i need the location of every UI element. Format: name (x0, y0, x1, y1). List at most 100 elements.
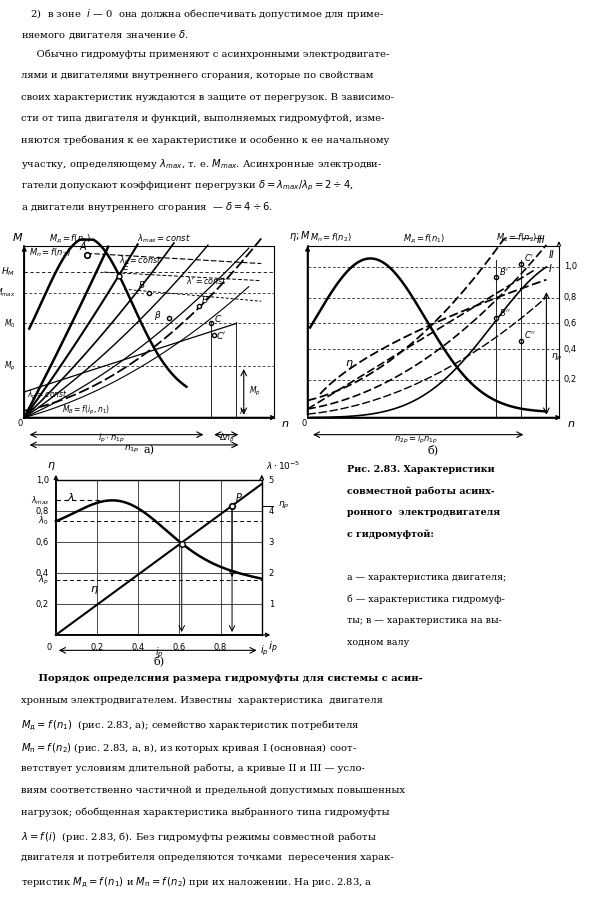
Text: $\lambda_{max}=const$: $\lambda_{max}=const$ (136, 232, 190, 245)
Text: $M$: $M$ (12, 231, 24, 243)
Text: $C'$: $C'$ (524, 252, 534, 263)
Text: $M_д=f(n_1)$: $M_д=f(n_1)$ (49, 232, 91, 244)
Text: $\lambda_p=const$: $\lambda_p=const$ (27, 389, 67, 402)
Text: ветствует условиям длительной работы, а кривые II и III — усло-: ветствует условиям длительной работы, а … (21, 763, 365, 772)
Text: а — характеристика двигателя;: а — характеристика двигателя; (347, 573, 506, 582)
Text: совместной работы асинх-: совместной работы асинх- (347, 487, 494, 496)
Text: участку, определяющему $\lambda_{max}$, т. е. $M_{max}$. Асинхронные электродви-: участку, определяющему $\lambda_{max}$, … (21, 157, 382, 171)
Text: ходном валу: ходном валу (347, 638, 409, 647)
Text: $B$: $B$ (137, 278, 145, 289)
Text: $B''$: $B''$ (499, 307, 510, 318)
Text: 1,0: 1,0 (564, 263, 577, 272)
Text: $n$: $n$ (281, 419, 290, 429)
Text: $M_2=f(n_2)$: $M_2=f(n_2)$ (496, 231, 537, 244)
Text: 0,4: 0,4 (36, 568, 49, 577)
Text: $E$: $E$ (122, 262, 129, 273)
Text: хронным электродвигателем. Известны  характеристика  двигателя: хронным электродвигателем. Известны хара… (21, 696, 382, 705)
Text: $n_{2p}=i_p n_{1p}$: $n_{2p}=i_p n_{1p}$ (394, 433, 438, 446)
Text: $\lambda = f\,(i)$  (рис. 2.83, б). Без гидромуфты режимы совместной работы: $\lambda = f\,(i)$ (рис. 2.83, б). Без г… (21, 831, 376, 845)
Text: $M_п=f(n_2)$: $M_п=f(n_2)$ (30, 246, 71, 259)
Text: $C$: $C$ (214, 313, 222, 324)
Text: гатели допускают коэффициент перегрузки $\delta = \lambda_{max}/\lambda_p = 2 \d: гатели допускают коэффициент перегрузки … (21, 178, 353, 193)
Text: 3: 3 (268, 538, 274, 547)
Text: $\lambda\cdot10^{-5}$: $\lambda\cdot10^{-5}$ (266, 459, 301, 472)
Text: $C'$: $C'$ (217, 329, 227, 341)
Text: $H_M$: $H_M$ (1, 266, 15, 278)
Text: $M_п=f(n_2)$: $M_п=f(n_2)$ (310, 231, 352, 244)
Text: лями и двигателями внутреннего сгорания, которые по свойствам: лями и двигателями внутреннего сгорания,… (21, 71, 373, 81)
Text: 0,6: 0,6 (173, 643, 186, 652)
Text: 0,2: 0,2 (564, 375, 577, 384)
Text: 2)  в зоне  $i$ — 0  она должна обеспечивать допустимое для приме-: 2) в зоне $i$ — 0 она должна обеспечиват… (21, 7, 384, 21)
Text: $\Delta n_p$: $\Delta n_p$ (219, 432, 234, 446)
Text: ты; в — характеристика на вы-: ты; в — характеристика на вы- (347, 617, 502, 625)
Text: б — характеристика гидромуф-: б — характеристика гидромуф- (347, 595, 505, 604)
Text: $i_p$: $i_p$ (260, 643, 268, 658)
Text: $M_{max}$: $M_{max}$ (0, 286, 15, 299)
Text: $\lambda_{max}$: $\lambda_{max}$ (31, 494, 49, 507)
Text: 0,8: 0,8 (214, 643, 227, 652)
Text: 5: 5 (268, 476, 274, 485)
Text: $\lambda'=const$: $\lambda'=const$ (186, 275, 228, 286)
Text: $\lambda_0=const$: $\lambda_0=const$ (119, 254, 162, 267)
Text: $\eta$: $\eta$ (90, 584, 99, 596)
Text: Рис. 2.83. Характеристики: Рис. 2.83. Характеристики (347, 465, 494, 474)
Text: нагрузок; обобщенная характеристика выбранного типа гидромуфты: нагрузок; обобщенная характеристика выбр… (21, 808, 389, 817)
Text: $C''$: $C''$ (524, 329, 536, 340)
Text: II: II (549, 251, 555, 261)
Text: $M_B=f(i_p,n_1)$: $M_B=f(i_p,n_1)$ (62, 404, 110, 417)
Text: 0,4: 0,4 (132, 643, 145, 652)
Text: $\eta$: $\eta$ (345, 359, 354, 371)
Text: а двигатели внутреннего сгорания  — $\delta = 4 \div 6$.: а двигатели внутреннего сгорания — $\del… (21, 200, 273, 214)
Text: $A$: $A$ (78, 240, 87, 252)
Text: $\lambda$: $\lambda$ (67, 491, 76, 503)
Text: виям соответственно частичной и предельной допустимых повышенных: виям соответственно частичной и предельн… (21, 786, 405, 794)
Text: $\lambda_p$: $\lambda_p$ (38, 574, 49, 587)
Text: теристик $M_{\text{д}} = f\,(n_1)$ и $M_{\text{п}} = f\,(n_2)$ при их наложении.: теристик $M_{\text{д}} = f\,(n_1)$ и $M_… (21, 875, 372, 889)
Text: сти от типа двигателя и функций, выполняемых гидромуфтой, изме-: сти от типа двигателя и функций, выполня… (21, 114, 384, 124)
Text: няемого двигателя значение $\delta$.: няемого двигателя значение $\delta$. (21, 28, 188, 41)
Text: $i_p \cdot n_{1p}$: $i_p \cdot n_{1p}$ (98, 432, 125, 446)
Text: 0,2: 0,2 (90, 643, 104, 652)
Text: Обычно гидромуфты применяют с асинхронными электродвигате-: Обычно гидромуфты применяют с асинхронны… (21, 50, 389, 59)
Text: $B'$: $B'$ (201, 294, 212, 305)
Text: 0: 0 (47, 643, 52, 652)
Text: 1: 1 (268, 599, 274, 608)
Text: 1,0: 1,0 (36, 476, 49, 485)
Text: своих характеристик нуждаются в защите от перегрузок. В зависимо-: своих характеристик нуждаются в защите о… (21, 92, 394, 102)
Text: $\beta$: $\beta$ (154, 309, 162, 322)
Text: $M_д=f(n_1)$: $M_д=f(n_1)$ (403, 232, 445, 244)
Text: $M_0$: $M_0$ (4, 318, 15, 329)
Text: $M_p$: $M_p$ (4, 360, 15, 372)
Text: $i_p$: $i_p$ (155, 646, 163, 661)
Text: 0,8: 0,8 (564, 294, 577, 302)
Text: $\eta$: $\eta$ (47, 460, 55, 472)
Text: $n_{1p}$: $n_{1p}$ (124, 444, 139, 455)
Text: $M_{\text{п}} = f\,(n_2)$ (рис. 2.83, а, в), из которых кривая I (основная) соот: $M_{\text{п}} = f\,(n_2)$ (рис. 2.83, а,… (21, 741, 357, 755)
Text: 0: 0 (301, 419, 306, 428)
Text: $i_p$: $i_p$ (268, 640, 278, 656)
Text: б): б) (153, 655, 165, 666)
Text: ронного  электродвигателя: ронного электродвигателя (347, 509, 500, 517)
Text: 4: 4 (268, 507, 274, 516)
Text: 0,6: 0,6 (564, 319, 577, 328)
Text: с гидромуфтой:: с гидромуфтой: (347, 530, 434, 540)
Text: 0,2: 0,2 (36, 599, 49, 608)
Text: няются требования к ее характеристике и особенно к ее начальному: няются требования к ее характеристике и … (21, 135, 389, 145)
Text: I: I (549, 264, 552, 274)
Text: 0,4: 0,4 (564, 345, 577, 353)
Text: 0: 0 (18, 419, 23, 428)
Text: $\eta;M$: $\eta;M$ (289, 229, 311, 243)
Text: III: III (536, 235, 545, 245)
Text: $\lambda_0$: $\lambda_0$ (38, 515, 49, 527)
Text: $P$: $P$ (235, 490, 243, 502)
Text: $M_p$: $M_p$ (249, 385, 261, 398)
Text: б): б) (428, 445, 439, 456)
Text: $\eta_p$: $\eta_p$ (278, 501, 289, 511)
Text: а): а) (143, 446, 155, 456)
Text: $n$: $n$ (239, 407, 246, 416)
Text: Порядок определсния размера гидромуфты для системы с асин-: Порядок определсния размера гидромуфты д… (21, 673, 422, 683)
Text: 2: 2 (268, 568, 274, 577)
Text: 0,6: 0,6 (36, 538, 49, 547)
Text: двигателя и потребителя определяются точками  пересечения харак-: двигателя и потребителя определяются точ… (21, 853, 394, 862)
